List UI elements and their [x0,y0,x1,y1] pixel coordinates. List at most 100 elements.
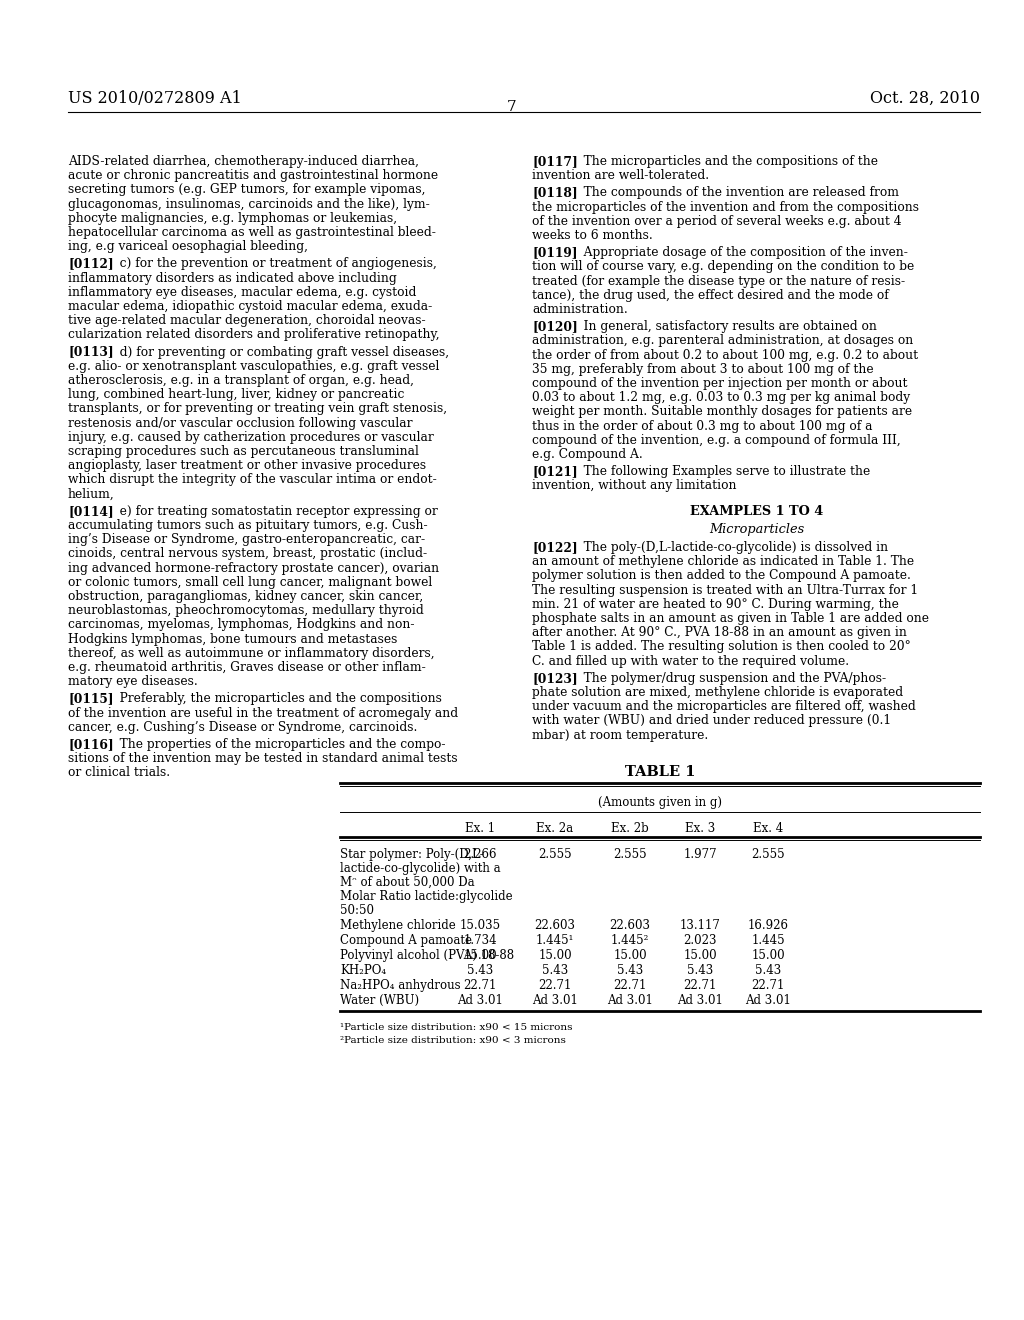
Text: [0123]: [0123] [532,672,578,685]
Text: restenosis and/or vascular occlusion following vascular: restenosis and/or vascular occlusion fol… [68,417,413,429]
Text: Methylene chloride: Methylene chloride [340,919,456,932]
Text: d) for preventing or combating graft vessel diseases,: d) for preventing or combating graft ves… [108,346,450,359]
Text: 2.023: 2.023 [683,933,717,946]
Text: EXAMPLES 1 TO 4: EXAMPLES 1 TO 4 [690,504,823,517]
Text: Microparticles: Microparticles [710,523,805,536]
Text: c) for the prevention or treatment of angiogenesis,: c) for the prevention or treatment of an… [108,257,437,271]
Text: 1.734: 1.734 [463,933,497,946]
Text: 5.43: 5.43 [755,964,781,977]
Text: acute or chronic pancreatitis and gastrointestinal hormone: acute or chronic pancreatitis and gastro… [68,169,438,182]
Text: 2.266: 2.266 [463,847,497,861]
Text: 7: 7 [507,100,517,114]
Text: ¹Particle size distribution: x90 < 15 microns: ¹Particle size distribution: x90 < 15 mi… [340,1023,572,1032]
Text: Ad 3.01: Ad 3.01 [457,994,503,1007]
Text: 0.03 to about 1.2 mg, e.g. 0.03 to 0.3 mg per kg animal body: 0.03 to about 1.2 mg, e.g. 0.03 to 0.3 m… [532,391,910,404]
Text: ing advanced hormone-refractory prostate cancer), ovarian: ing advanced hormone-refractory prostate… [68,561,439,574]
Text: scraping procedures such as percutaneous transluminal: scraping procedures such as percutaneous… [68,445,419,458]
Text: compound of the invention per injection per month or about: compound of the invention per injection … [532,378,907,389]
Text: 22.71: 22.71 [539,979,571,991]
Text: TABLE 1: TABLE 1 [625,764,695,779]
Text: 15.00: 15.00 [752,949,784,962]
Text: after another. At 90° C., PVA 18-88 in an amount as given in: after another. At 90° C., PVA 18-88 in a… [532,626,907,639]
Text: Oct. 28, 2010: Oct. 28, 2010 [870,90,980,107]
Text: phate solution are mixed, methylene chloride is evaporated: phate solution are mixed, methylene chlo… [532,686,903,700]
Text: KH₂PO₄: KH₂PO₄ [340,964,386,977]
Text: Table 1 is added. The resulting solution is then cooled to 20°: Table 1 is added. The resulting solution… [532,640,910,653]
Text: lactide-co-glycolide) with a: lactide-co-glycolide) with a [340,862,501,875]
Text: 15.035: 15.035 [460,919,501,932]
Text: Appropriate dosage of the composition of the inven-: Appropriate dosage of the composition of… [572,247,908,259]
Text: tive age-related macular degeneration, choroidal neovas-: tive age-related macular degeneration, c… [68,314,426,327]
Text: transplants, or for preventing or treating vein graft stenosis,: transplants, or for preventing or treati… [68,403,447,416]
Text: 1.445: 1.445 [752,933,784,946]
Text: The resulting suspension is treated with an Ultra-Turrax for 1: The resulting suspension is treated with… [532,583,919,597]
Text: phosphate salts in an amount as given in Table 1 are added one: phosphate salts in an amount as given in… [532,612,929,624]
Text: (Amounts given in g): (Amounts given in g) [598,796,722,809]
Text: The poly-(D,L-lactide-co-glycolide) is dissolved in: The poly-(D,L-lactide-co-glycolide) is d… [572,541,888,554]
Text: mbar) at room temperature.: mbar) at room temperature. [532,729,709,742]
Text: Molar Ratio lactide:glycolide: Molar Ratio lactide:glycolide [340,890,513,903]
Text: The properties of the microparticles and the compo-: The properties of the microparticles and… [108,738,445,751]
Text: accumulating tumors such as pituitary tumors, e.g. Cush-: accumulating tumors such as pituitary tu… [68,519,428,532]
Text: 22.71: 22.71 [613,979,647,991]
Text: C. and filled up with water to the required volume.: C. and filled up with water to the requi… [532,655,849,668]
Text: Mᵔ of about 50,000 Da: Mᵔ of about 50,000 Da [340,875,475,888]
Text: carcinomas, myelomas, lymphomas, Hodgkins and non-: carcinomas, myelomas, lymphomas, Hodgkin… [68,618,415,631]
Text: ing’s Disease or Syndrome, gastro-enteropancreatic, car-: ing’s Disease or Syndrome, gastro-entero… [68,533,425,546]
Text: AIDS-related diarrhea, chemotherapy-induced diarrhea,: AIDS-related diarrhea, chemotherapy-indu… [68,154,419,168]
Text: matory eye diseases.: matory eye diseases. [68,676,198,688]
Text: Ad 3.01: Ad 3.01 [532,994,578,1007]
Text: 22.71: 22.71 [683,979,717,991]
Text: weeks to 6 months.: weeks to 6 months. [532,228,652,242]
Text: inflammatory disorders as indicated above including: inflammatory disorders as indicated abov… [68,272,396,285]
Text: 5.43: 5.43 [542,964,568,977]
Text: Compound A pamoate: Compound A pamoate [340,933,472,946]
Text: Ex. 4: Ex. 4 [753,822,783,834]
Text: 2.555: 2.555 [752,847,784,861]
Text: of the invention are useful in the treatment of acromegaly and: of the invention are useful in the treat… [68,706,458,719]
Text: ing, e.g variceal oesophagial bleeding,: ing, e.g variceal oesophagial bleeding, [68,240,308,253]
Text: of the invention over a period of several weeks e.g. about 4: of the invention over a period of severa… [532,215,901,228]
Text: compound of the invention, e.g. a compound of formula III,: compound of the invention, e.g. a compou… [532,434,901,446]
Text: e.g. alio- or xenotransplant vasculopathies, e.g. graft vessel: e.g. alio- or xenotransplant vasculopath… [68,360,439,372]
Text: ²Particle size distribution: x90 < 3 microns: ²Particle size distribution: x90 < 3 mic… [340,1036,566,1045]
Text: 5.43: 5.43 [467,964,494,977]
Text: with water (WBU) and dried under reduced pressure (0.1: with water (WBU) and dried under reduced… [532,714,891,727]
Text: neuroblastomas, pheochromocytomas, medullary thyroid: neuroblastomas, pheochromocytomas, medul… [68,605,424,618]
Text: e.g. Compound A.: e.g. Compound A. [532,447,643,461]
Text: 2.555: 2.555 [539,847,571,861]
Text: 50:50: 50:50 [340,904,374,917]
Text: Ad 3.01: Ad 3.01 [607,994,653,1007]
Text: 1.445²: 1.445² [610,933,649,946]
Text: macular edema, idiopathic cystoid macular edema, exuda-: macular edema, idiopathic cystoid macula… [68,300,432,313]
Text: 5.43: 5.43 [616,964,643,977]
Text: [0119]: [0119] [532,247,578,259]
Text: [0112]: [0112] [68,257,114,271]
Text: 2.555: 2.555 [613,847,647,861]
Text: The microparticles and the compositions of the: The microparticles and the compositions … [572,154,878,168]
Text: 16.926: 16.926 [748,919,788,932]
Text: tion will of course vary, e.g. depending on the condition to be: tion will of course vary, e.g. depending… [532,260,914,273]
Text: 35 mg, preferably from about 3 to about 100 mg of the: 35 mg, preferably from about 3 to about … [532,363,873,376]
Text: invention, without any limitation: invention, without any limitation [532,479,736,492]
Text: [0116]: [0116] [68,738,114,751]
Text: [0115]: [0115] [68,693,114,705]
Text: 15.00: 15.00 [683,949,717,962]
Text: [0121]: [0121] [532,465,578,478]
Text: 22.71: 22.71 [463,979,497,991]
Text: administration, e.g. parenteral administration, at dosages on: administration, e.g. parenteral administ… [532,334,913,347]
Text: 13.117: 13.117 [680,919,721,932]
Text: Ex. 3: Ex. 3 [685,822,715,834]
Text: US 2010/0272809 A1: US 2010/0272809 A1 [68,90,242,107]
Text: [0122]: [0122] [532,541,578,554]
Text: The compounds of the invention are released from: The compounds of the invention are relea… [572,186,899,199]
Text: 22.603: 22.603 [609,919,650,932]
Text: Preferably, the microparticles and the compositions: Preferably, the microparticles and the c… [108,693,442,705]
Text: treated (for example the disease type or the nature of resis-: treated (for example the disease type or… [532,275,905,288]
Text: or clinical trials.: or clinical trials. [68,767,170,779]
Text: inflammatory eye diseases, macular edema, e.g. cystoid: inflammatory eye diseases, macular edema… [68,286,417,298]
Text: cinoids, central nervous system, breast, prostatic (includ-: cinoids, central nervous system, breast,… [68,548,427,561]
Text: weight per month. Suitable monthly dosages for patients are: weight per month. Suitable monthly dosag… [532,405,912,418]
Text: Ad 3.01: Ad 3.01 [677,994,723,1007]
Text: thereof, as well as autoimmune or inflammatory disorders,: thereof, as well as autoimmune or inflam… [68,647,434,660]
